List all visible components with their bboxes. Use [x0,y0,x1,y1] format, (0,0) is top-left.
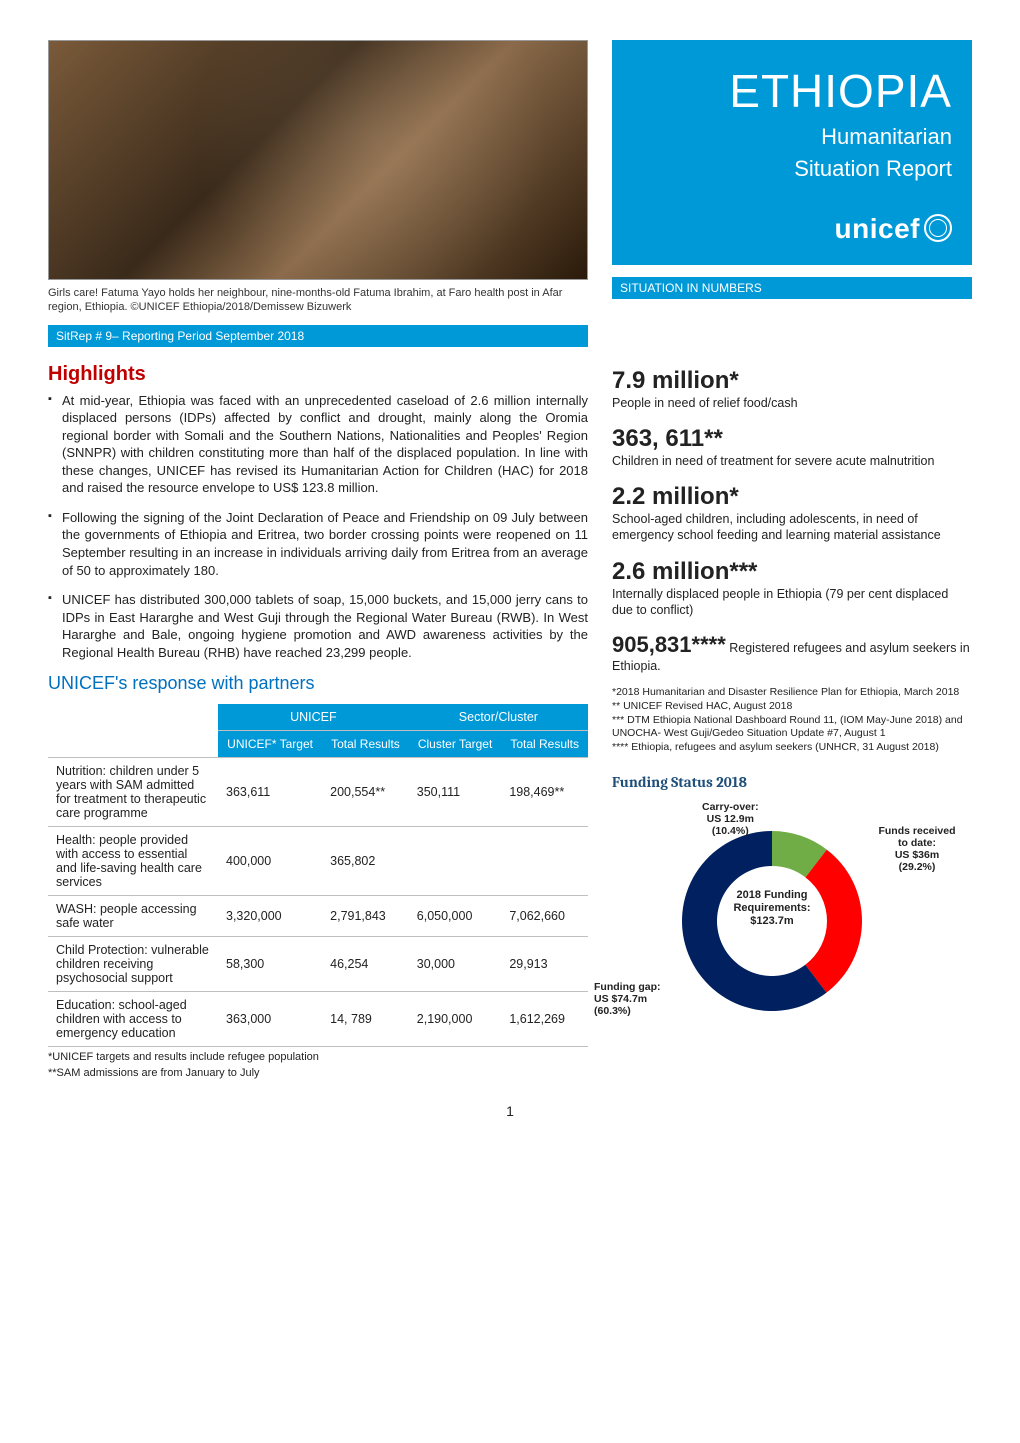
col-unicef-results: Total Results [322,731,409,758]
col-cluster-results: Total Results [501,731,588,758]
highlight-item: Following the signing of the Joint Decla… [48,509,588,579]
cell [409,827,502,896]
cell: 400,000 [218,827,322,896]
highlight-item: At mid-year, Ethiopia was faced with an … [48,392,588,497]
table-footnote: **SAM admissions are from January to Jul… [48,1067,588,1079]
indicator-cell: Nutrition: children under 5 years with S… [48,758,218,827]
indicator-cell: WASH: people accessing safe water [48,896,218,937]
sources-footnote: *2018 Humanitarian and Disaster Resilien… [612,686,972,754]
stat-description: Internally displaced people in Ethiopia … [612,586,972,619]
cell: 46,254 [322,937,409,992]
hero-image [48,40,588,280]
table-footnote: *UNICEF targets and results include refu… [48,1051,588,1063]
cell: 29,913 [501,937,588,992]
col-unicef-target: UNICEF* Target [218,731,322,758]
cell: 198,469** [501,758,588,827]
highlights-heading: Highlights [48,363,588,386]
cell: 58,300 [218,937,322,992]
funding-heading: Funding Status 2018 [612,773,972,791]
globe-icon [924,214,952,242]
cell: 1,612,269 [501,992,588,1047]
stat-block: 363, 611** Children in need of treatment… [612,425,972,469]
country-title: ETHIOPIA [632,64,952,118]
stat-number: 363, 611** [612,425,972,453]
cell: 363,611 [218,758,322,827]
cell: 363,000 [218,992,322,1047]
response-heading: UNICEF's response with partners [48,673,588,694]
highlights-list: At mid-year, Ethiopia was faced with an … [48,392,588,662]
stat-block: 2.2 million* School-aged children, inclu… [612,483,972,544]
slice-label-received: Funds receivedto date:US $36m(29.2%) [872,825,962,873]
cell: 2,190,000 [409,992,502,1047]
cell: 6,050,000 [409,896,502,937]
stat-number: 2.2 million* [612,483,972,511]
table-group-sector: Sector/Cluster [409,704,588,731]
table-row: Nutrition: children under 5 years with S… [48,758,588,827]
cell: 7,062,660 [501,896,588,937]
indicator-cell: Education: school-aged children with acc… [48,992,218,1047]
donut-center-label: 2018 FundingRequirements:$123.7m [720,889,824,929]
stat-description: Children in need of treatment for severe… [612,453,972,469]
indicator-cell: Child Protection: vulnerable children re… [48,937,218,992]
stat-block: 2.6 million*** Internally displaced peop… [612,558,972,619]
situation-in-numbers-bar: SITUATION IN NUMBERS [612,277,972,299]
unicef-logo: unicef [632,213,952,245]
sitrep-bar: SitRep # 9– Reporting Period September 2… [48,325,588,347]
table-group-unicef: UNICEF [218,704,409,731]
subtitle-2: Situation Report [632,156,952,182]
stat-number: 2.6 million*** [612,558,972,586]
table-row: Education: school-aged children with acc… [48,992,588,1047]
cell: 3,320,000 [218,896,322,937]
cell: 350,111 [409,758,502,827]
cell [501,827,588,896]
stat-block: 7.9 million* People in need of relief fo… [612,367,972,411]
highlight-item: UNICEF has distributed 300,000 tablets o… [48,591,588,661]
stat-number: 7.9 million* [612,367,972,395]
table-row: Health: people provided with access to e… [48,827,588,896]
funding-donut-chart: 2018 FundingRequirements:$123.7m Carry-o… [612,801,932,1041]
cell: 30,000 [409,937,502,992]
cell: 14, 789 [322,992,409,1047]
stat-inline-num: 905,831**** [612,632,726,657]
table-row: WASH: people accessing safe water 3,320,… [48,896,588,937]
unicef-logo-text: unicef [835,213,920,244]
cell: 200,554** [322,758,409,827]
title-block: ETHIOPIA Humanitarian Situation Report u… [612,40,972,265]
stat-description: People in need of relief food/cash [612,395,972,411]
stat-description: School-aged children, including adolesce… [612,511,972,544]
col-cluster-target: Cluster Target [409,731,502,758]
page-number: 1 [48,1103,972,1119]
slice-label-carry: Carry-over:US 12.9m(10.4%) [702,801,759,837]
indicator-cell: Health: people provided with access to e… [48,827,218,896]
cell: 365,802 [322,827,409,896]
hero-caption: Girls care! Fatuma Yayo holds her neighb… [48,286,588,315]
table-row: Child Protection: vulnerable children re… [48,937,588,992]
stat-inline: 905,831**** Registered refugees and asyl… [612,632,972,674]
slice-label-gap: Funding gap:US $74.7m(60.3%) [594,981,684,1017]
subtitle-1: Humanitarian [632,124,952,150]
response-table: UNICEF Sector/Cluster UNICEF* Target Tot… [48,704,588,1047]
cell: 2,791,843 [322,896,409,937]
